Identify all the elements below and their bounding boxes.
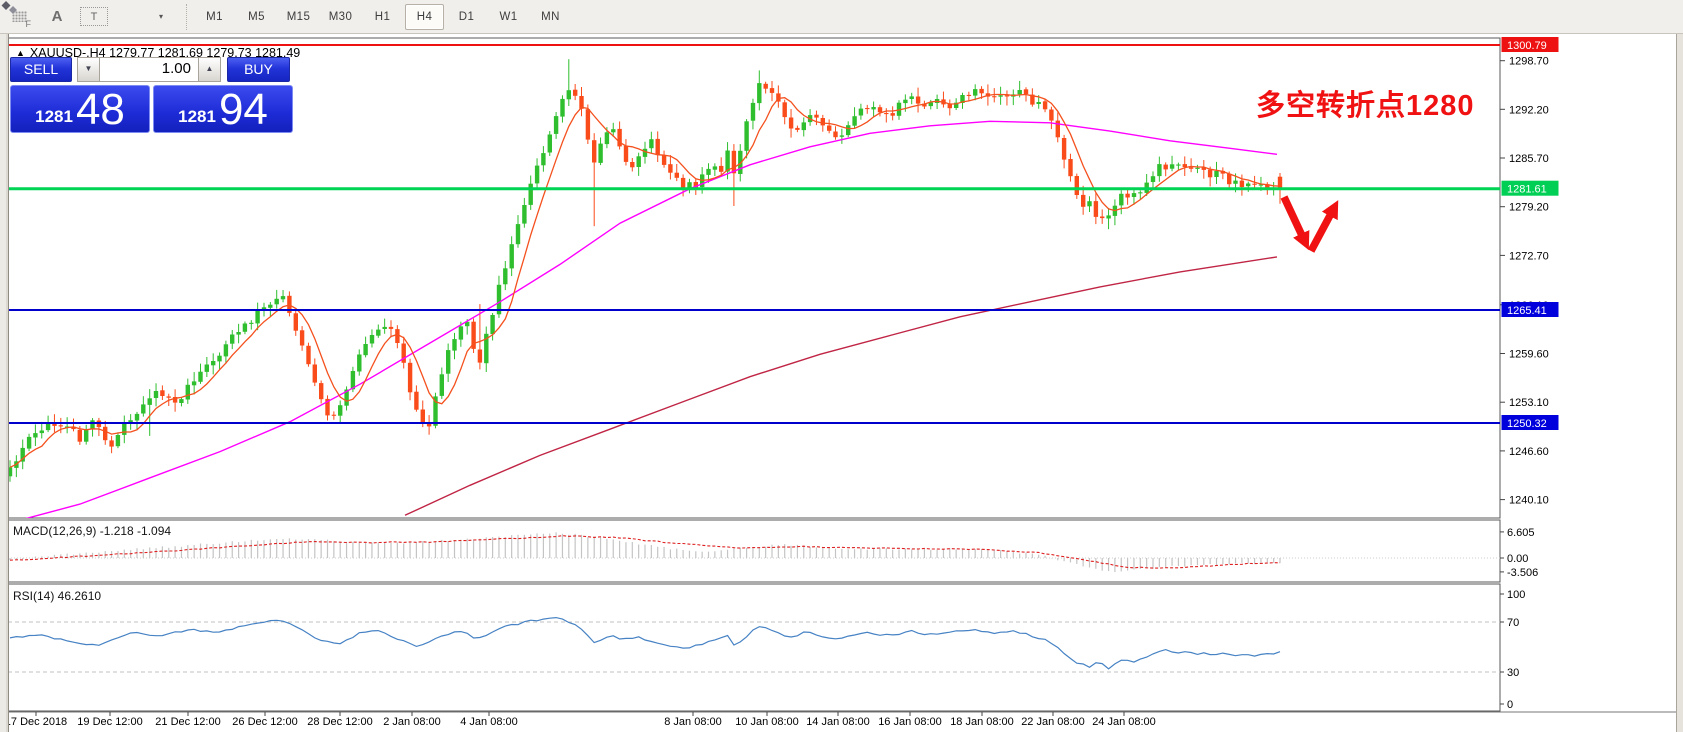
volume-increase-button[interactable]: ▲ (199, 57, 221, 82)
svg-text:21 Dec 12:00: 21 Dec 12:00 (155, 716, 220, 728)
svg-text:0.00: 0.00 (1507, 553, 1528, 565)
tf-button-h1[interactable]: H1 (374, 10, 391, 23)
profile-grid-icon[interactable]: F (6, 4, 32, 30)
svg-text:1285.70: 1285.70 (1509, 153, 1549, 165)
volume-input[interactable]: 1.00 (99, 57, 199, 82)
shapes-icon[interactable] (1, 1, 146, 30)
font-icon[interactable]: A (51, 8, 63, 25)
collapse-triangle-icon[interactable]: ▲ (16, 48, 25, 58)
svg-text:1250.32: 1250.32 (1507, 418, 1547, 430)
rsi-label: RSI(14) 46.2610 (13, 589, 102, 603)
one-click-trade-panel: SELL ▼ 1.00 ▲ BUY 1281 48 1281 94 (10, 57, 294, 133)
svg-text:17 Dec 2018: 17 Dec 2018 (5, 716, 67, 728)
chart-symbol-header: ▲ XAUUSD-,H4 1279.77 1281.69 1279.73 1281… (16, 46, 300, 60)
svg-text:1240.10: 1240.10 (1509, 495, 1549, 507)
tf-button-w1[interactable]: W1 (499, 10, 518, 23)
svg-text:2 Jan 08:00: 2 Jan 08:00 (383, 716, 441, 728)
chevron-down-icon[interactable]: ▾ (158, 12, 163, 21)
pane-macd (7, 519, 1501, 583)
tf-button-m1[interactable]: M1 (206, 10, 223, 23)
diamond-shapes-icon (1, 1, 17, 14)
svg-text:70: 70 (1507, 617, 1519, 629)
price-badge (1501, 180, 1559, 196)
svg-text:4 Jan 08:00: 4 Jan 08:00 (460, 716, 518, 728)
sell-price-handle: 1281 (35, 107, 73, 126)
svg-text:1246.60: 1246.60 (1509, 446, 1549, 458)
svg-text:14 Jan 08:00: 14 Jan 08:00 (806, 716, 870, 728)
svg-text:1300.79: 1300.79 (1507, 40, 1547, 52)
svg-text:18 Jan 08:00: 18 Jan 08:00 (950, 716, 1014, 728)
analyst-annotation: 多空转折点1280 (1256, 90, 1475, 122)
svg-text:19 Dec 12:00: 19 Dec 12:00 (77, 716, 142, 728)
svg-text:-3.506: -3.506 (1507, 567, 1538, 579)
svg-text:1253.10: 1253.10 (1509, 397, 1549, 409)
svg-text:8 Jan 08:00: 8 Jan 08:00 (664, 716, 722, 728)
symbol-quote-text: XAUUSD-,H4 1279.77 1281.69 1279.73 1281.… (29, 46, 301, 60)
buy-price-handle: 1281 (178, 107, 216, 126)
window-left-border (0, 33, 9, 732)
rsi-pane-layer (8, 616, 1500, 673)
macd-pane-layer (8, 532, 1500, 572)
buy-button[interactable]: BUY (227, 57, 290, 82)
buy-price-box[interactable]: 1281 94 (153, 85, 293, 133)
svg-text:30: 30 (1507, 667, 1519, 679)
tf-button-m15[interactable]: M15 (286, 10, 311, 23)
tf-button-m5[interactable]: M5 (248, 10, 265, 23)
down-arrow (1280, 195, 1310, 251)
sell-button[interactable]: SELL (10, 57, 72, 82)
up-arrow (1307, 200, 1339, 253)
volume-decrease-button[interactable]: ▼ (77, 57, 99, 82)
pane-rsi (7, 583, 1501, 712)
tf-button-d1[interactable]: D1 (458, 10, 475, 23)
svg-text:1292.20: 1292.20 (1509, 104, 1549, 116)
svg-text:1298.70: 1298.70 (1509, 56, 1549, 68)
price-badge (1501, 302, 1559, 317)
toolbar: F A T ▾ M1 M5 M15 M30 H1 H4 D1 W1 MN (0, 0, 1683, 34)
tf-button-mn[interactable]: MN (541, 10, 560, 23)
price-badge (1501, 415, 1559, 430)
svg-text:0: 0 (1507, 699, 1513, 711)
price-badge (1501, 37, 1559, 52)
sell-price-pips: 48 (75, 85, 125, 134)
svg-text:22 Jan 08:00: 22 Jan 08:00 (1021, 716, 1085, 728)
svg-text:1281.61: 1281.61 (1507, 184, 1547, 196)
text-label-icon[interactable]: T (80, 7, 108, 26)
buy-price-pips: 94 (218, 85, 268, 134)
price-axis: 1298.701292.201285.701279.201272.701266.… (1500, 37, 1559, 711)
timeframe-group: M1 M5 M15 M30 H1 H4 D1 W1 MN (195, 3, 570, 30)
svg-text:6.605: 6.605 (1507, 527, 1535, 539)
svg-text:1265.41: 1265.41 (1507, 305, 1547, 317)
svg-text:28 Dec 12:00: 28 Dec 12:00 (307, 716, 372, 728)
svg-text:1279.20: 1279.20 (1509, 202, 1549, 214)
window-right-scroll-strip[interactable] (1676, 33, 1683, 732)
sell-price-box[interactable]: 1281 48 (10, 85, 150, 133)
svg-text:1259.60: 1259.60 (1509, 349, 1549, 361)
macd-label: MACD(12,26,9) -1.218 -1.094 (13, 524, 172, 538)
main-pane-layer (8, 44, 1500, 518)
toolbar-separator (186, 3, 187, 30)
svg-text:16 Jan 08:00: 16 Jan 08:00 (878, 716, 942, 728)
tf-button-h4[interactable]: H4 (405, 3, 444, 30)
svg-text:100: 100 (1507, 589, 1525, 601)
svg-text:10 Jan 08:00: 10 Jan 08:00 (735, 716, 799, 728)
svg-text:1272.70: 1272.70 (1509, 250, 1549, 262)
tf-button-m30[interactable]: M30 (328, 10, 353, 23)
svg-text:24 Jan 08:00: 24 Jan 08:00 (1092, 716, 1156, 728)
time-axis: 17 Dec 2018 19 Dec 12:00 21 Dec 12:00 26 De… (0, 711, 1676, 728)
svg-text:26 Dec 12:00: 26 Dec 12:00 (232, 716, 297, 728)
